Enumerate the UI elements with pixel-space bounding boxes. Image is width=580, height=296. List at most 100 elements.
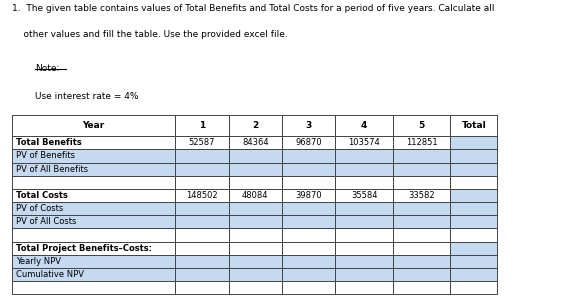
- Bar: [393, 189, 450, 202]
- Text: PV of All Costs: PV of All Costs: [16, 217, 77, 226]
- Bar: [450, 281, 497, 294]
- Text: PV of Costs: PV of Costs: [16, 204, 63, 213]
- Bar: [450, 202, 497, 215]
- Text: Total Project Benefits–Costs:: Total Project Benefits–Costs:: [16, 244, 152, 252]
- Text: 148502: 148502: [186, 191, 218, 200]
- Bar: [450, 136, 497, 149]
- Bar: [282, 163, 335, 176]
- Bar: [393, 242, 450, 255]
- Bar: [393, 202, 450, 215]
- Bar: [282, 229, 335, 242]
- Text: 112851: 112851: [405, 138, 437, 147]
- Bar: [229, 229, 282, 242]
- Text: Cumulative NPV: Cumulative NPV: [16, 270, 84, 279]
- Bar: [282, 242, 335, 255]
- Bar: [393, 255, 450, 268]
- Bar: [12, 115, 175, 136]
- Bar: [393, 268, 450, 281]
- Text: 48084: 48084: [242, 191, 269, 200]
- Text: Total Benefits: Total Benefits: [16, 138, 82, 147]
- Text: 4: 4: [361, 121, 367, 130]
- Bar: [12, 189, 175, 202]
- Bar: [175, 229, 229, 242]
- Bar: [12, 163, 175, 176]
- Text: 96870: 96870: [295, 138, 322, 147]
- Text: 35584: 35584: [351, 191, 378, 200]
- Bar: [393, 136, 450, 149]
- Text: 1: 1: [199, 121, 205, 130]
- Bar: [12, 281, 175, 294]
- Text: 103574: 103574: [348, 138, 380, 147]
- Text: Year: Year: [82, 121, 104, 130]
- Bar: [12, 149, 175, 163]
- Bar: [335, 229, 393, 242]
- Bar: [12, 202, 175, 215]
- Bar: [175, 189, 229, 202]
- Bar: [393, 229, 450, 242]
- Text: Yearly NPV: Yearly NPV: [16, 257, 61, 266]
- Bar: [335, 136, 393, 149]
- Bar: [282, 202, 335, 215]
- Text: 2: 2: [252, 121, 259, 130]
- Bar: [335, 202, 393, 215]
- Bar: [175, 176, 229, 189]
- Bar: [12, 136, 175, 149]
- Text: Total: Total: [462, 121, 486, 130]
- Text: 33582: 33582: [408, 191, 435, 200]
- Bar: [229, 281, 282, 294]
- Bar: [450, 255, 497, 268]
- Bar: [175, 215, 229, 229]
- Bar: [175, 255, 229, 268]
- Bar: [282, 136, 335, 149]
- Bar: [229, 115, 282, 136]
- Bar: [450, 176, 497, 189]
- Bar: [229, 268, 282, 281]
- Bar: [282, 115, 335, 136]
- Bar: [335, 268, 393, 281]
- Bar: [12, 268, 175, 281]
- Bar: [393, 149, 450, 163]
- Bar: [282, 268, 335, 281]
- Bar: [175, 281, 229, 294]
- Bar: [282, 176, 335, 189]
- Bar: [335, 189, 393, 202]
- Bar: [229, 176, 282, 189]
- Bar: [335, 115, 393, 136]
- Bar: [450, 215, 497, 229]
- Bar: [450, 115, 497, 136]
- Bar: [393, 163, 450, 176]
- Bar: [175, 202, 229, 215]
- Bar: [229, 189, 282, 202]
- Text: 1.  The given table contains values of Total Benefits and Total Costs for a peri: 1. The given table contains values of To…: [12, 4, 494, 12]
- Bar: [229, 255, 282, 268]
- Bar: [335, 149, 393, 163]
- Text: PV of All Benefits: PV of All Benefits: [16, 165, 88, 174]
- Text: Total Costs: Total Costs: [16, 191, 68, 200]
- Bar: [282, 189, 335, 202]
- Bar: [393, 115, 450, 136]
- Bar: [175, 163, 229, 176]
- Bar: [450, 242, 497, 255]
- Bar: [393, 215, 450, 229]
- Bar: [12, 215, 175, 229]
- Bar: [282, 215, 335, 229]
- Bar: [335, 255, 393, 268]
- Bar: [175, 242, 229, 255]
- Bar: [335, 215, 393, 229]
- Bar: [175, 268, 229, 281]
- Bar: [12, 242, 175, 255]
- Bar: [282, 281, 335, 294]
- Text: 52587: 52587: [188, 138, 215, 147]
- Text: 84364: 84364: [242, 138, 269, 147]
- Text: 3: 3: [306, 121, 312, 130]
- Bar: [450, 268, 497, 281]
- Bar: [335, 281, 393, 294]
- Bar: [335, 176, 393, 189]
- Bar: [229, 163, 282, 176]
- Text: 39870: 39870: [295, 191, 322, 200]
- Bar: [229, 136, 282, 149]
- Bar: [12, 255, 175, 268]
- Bar: [282, 255, 335, 268]
- Text: PV of Benefits: PV of Benefits: [16, 152, 75, 160]
- Bar: [282, 149, 335, 163]
